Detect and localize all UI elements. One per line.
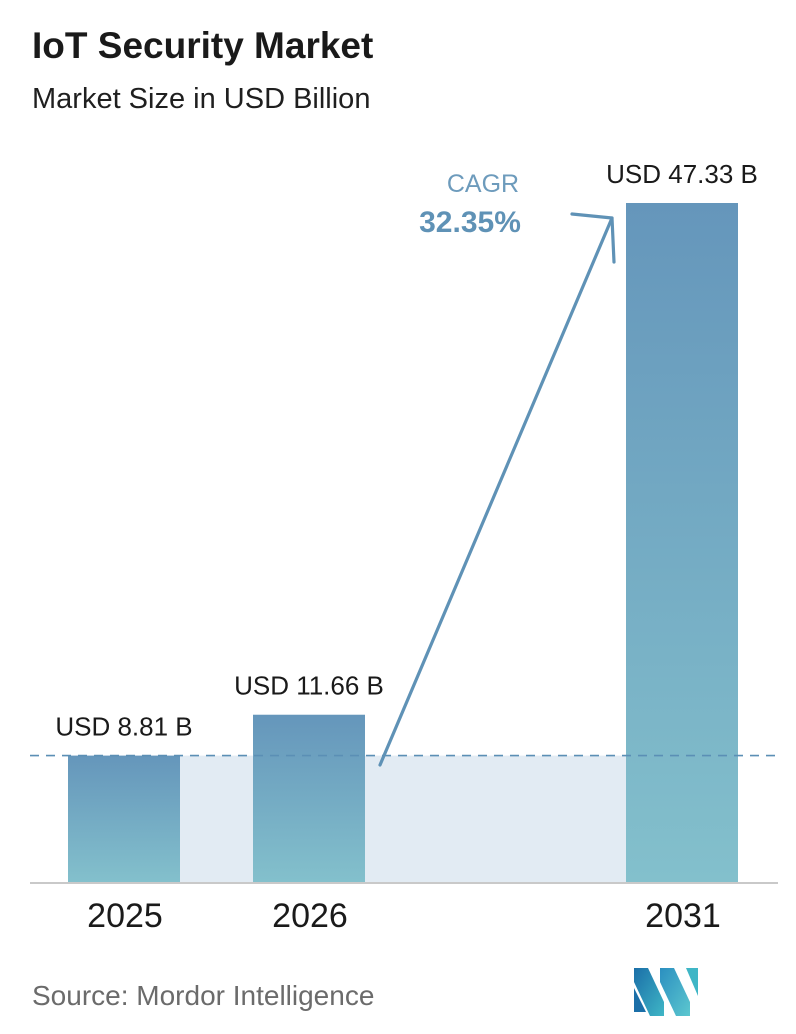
source-text: Source: Mordor Intelligence [32, 980, 374, 1011]
mordor-intelligence-logo-icon [634, 968, 698, 1016]
x-tick-label-2025: 2025 [87, 897, 163, 935]
cagr-arrow-icon [378, 212, 616, 767]
data-label-2031: USD 47.33 B [606, 159, 758, 189]
cagr-label: CAGR [447, 170, 519, 198]
data-label-2026: USD 11.66 B [234, 671, 384, 701]
chart-title: IoT Security Market [32, 25, 373, 66]
bar-2025 [68, 755, 180, 882]
bar-2031 [626, 203, 738, 882]
x-tick-label-2031: 2031 [645, 897, 721, 935]
data-label-2025: USD 8.81 B [55, 712, 192, 742]
chart-subtitle: Market Size in USD Billion [32, 83, 370, 115]
x-tick-label-2026: 2026 [272, 897, 348, 935]
cagr-value: 32.35% [419, 206, 521, 239]
bar-2026 [253, 714, 365, 882]
